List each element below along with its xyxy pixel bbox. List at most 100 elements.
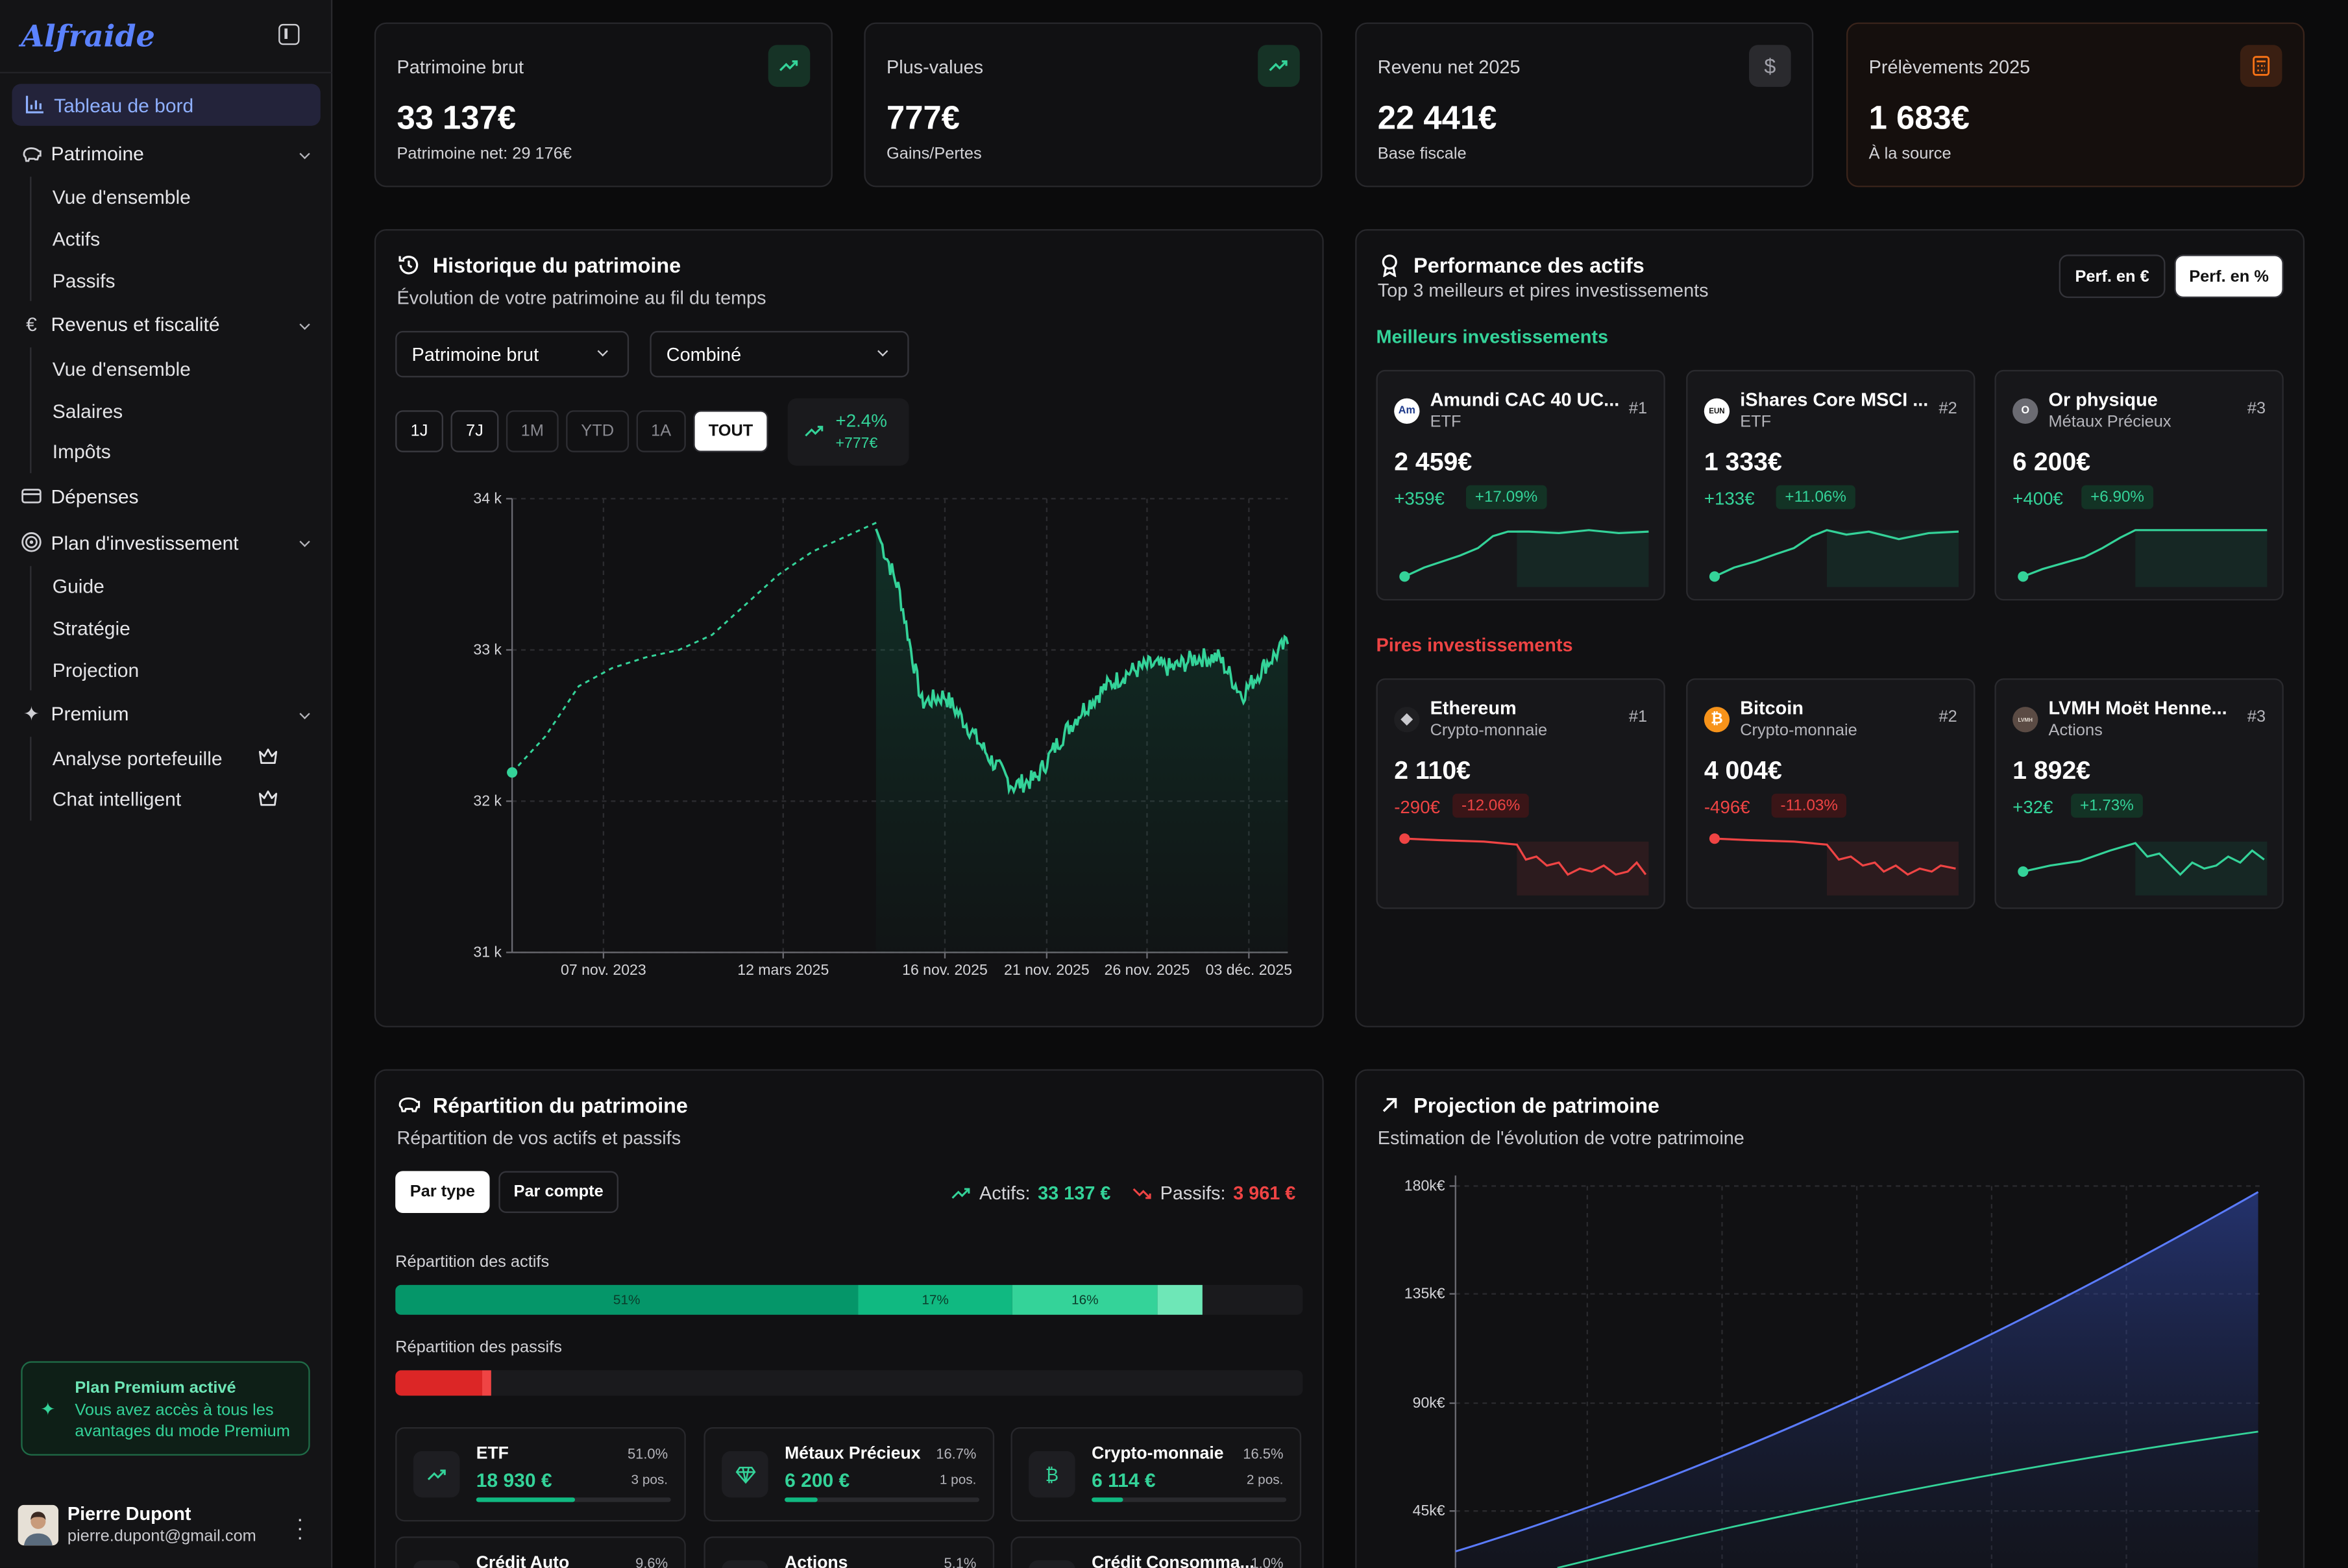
sidebar-item-depenses[interactable]: Dépenses <box>0 473 332 520</box>
sidebar-subitem-projection[interactable]: Projection <box>52 658 140 681</box>
sidebar-subitem-strategie[interactable]: Stratégie <box>52 617 130 640</box>
asset-card-ethereum[interactable]: ◆ Ethereum Crypto-monnaie #1 2 110€ -290… <box>1376 678 1665 909</box>
range-7j-button[interactable]: 7J <box>450 410 499 452</box>
mode-select[interactable]: Combiné <box>650 330 909 378</box>
kpi-value: 33 137€ <box>397 99 516 136</box>
asset-value: 1 333€ <box>1704 447 1782 476</box>
sidebar-subitem-actifs[interactable]: Actifs <box>52 228 101 251</box>
projection-chart[interactable]: 180k€ 135k€ 90k€ 45k€ <box>1378 1168 2276 1568</box>
assets-bar-segment[interactable]: 17% <box>858 1284 1012 1315</box>
kpi-sub: Base fiscale <box>1377 145 1467 164</box>
sidebar-subitem-vue-ensemble[interactable]: Vue d'ensemble <box>52 357 191 380</box>
sidebar-item-tableau-de-bord[interactable]: Tableau de bord <box>12 84 321 126</box>
allocation-card[interactable]: ETF 18 930 € 51.0% 3 pos. <box>395 1427 686 1522</box>
chart-icon: ■ <box>722 1560 768 1568</box>
chevron-down-icon[interactable] <box>299 708 310 719</box>
perf-pct-toggle[interactable]: Perf. en % <box>2174 254 2284 299</box>
user-profile[interactable]: Pierre Dupont pierre.dupont@gmail.com · ·… <box>18 1502 317 1552</box>
history-line-past <box>511 521 880 774</box>
range-tout-button[interactable]: TOUT <box>693 410 768 452</box>
kpi-value: 1 683€ <box>1868 99 1970 136</box>
assets-bar-segment[interactable] <box>1157 1284 1203 1315</box>
app-logo[interactable]: Alfraide <box>21 18 155 55</box>
sidebar-subitem-passifs[interactable]: Passifs <box>52 269 116 292</box>
asset-sparkline <box>2018 841 2268 896</box>
assets-bar-segment[interactable]: 51% <box>395 1284 859 1315</box>
kpi-label: Revenu net 2025 <box>1377 56 1521 78</box>
projection-y-tick: 180k€ <box>1404 1177 1445 1194</box>
history-x-tick: 21 nov. 2025 <box>1004 961 1090 978</box>
allocation-card[interactable]: ■ Actions 5.1% <box>703 1536 995 1568</box>
sidebar-toggle-icon[interactable] <box>278 23 300 45</box>
bar-chart-icon <box>24 94 45 115</box>
ethereum-logo-icon: ◆ <box>1394 707 1420 733</box>
range-ytd-button[interactable]: YTD <box>566 410 630 452</box>
asset-sparkline <box>1709 529 1959 587</box>
asset-card-ishares[interactable]: EUN iShares Core MSCI ... ETF #2 1 333€ … <box>1686 369 1975 601</box>
user-email: pierre.dupont@gmail.com <box>67 1527 256 1546</box>
chevron-down-icon[interactable] <box>299 537 310 548</box>
metric-select[interactable]: Patrimoine brut <box>395 330 630 378</box>
sidebar-item-revenus[interactable]: € Revenus et fiscalité <box>0 302 332 349</box>
asset-pct-badge: +11.06% <box>1776 485 1855 509</box>
sidebar-item-premium[interactable]: ✦ Premium <box>0 691 332 737</box>
projection-line-total <box>1455 1191 2259 1552</box>
chevron-down-icon[interactable] <box>299 319 310 330</box>
asset-card-amundi[interactable]: Am Amundi CAC 40 UC... ETF #1 2 459€ +35… <box>1376 369 1665 601</box>
sidebar-subitem-guide[interactable]: Guide <box>52 575 104 598</box>
sidebar-item-label: Plan d'investissement <box>51 531 239 554</box>
projection-subtitle: Estimation de l'évolution de votre patri… <box>1377 1127 1744 1149</box>
history-line-recent <box>875 528 1290 796</box>
allocation-card[interactable]: Métaux Précieux 6 200 € 16.7% 1 pos. <box>703 1427 995 1522</box>
calculator-icon <box>2240 45 2282 87</box>
more-vertical-icon[interactable]: · · · <box>296 1506 304 1549</box>
range-1m-button[interactable]: 1M <box>506 410 559 452</box>
asset-sparkline <box>1399 529 1649 587</box>
allocation-card[interactable]: ■ Crédit Auto 9.6% <box>395 1536 686 1568</box>
sidebar-item-label: Tableau de bord <box>54 93 194 116</box>
asset-pct-badge: +6.90% <box>2081 485 2153 509</box>
sparkles-icon: ✦ <box>40 1399 56 1420</box>
allocation-progress <box>785 1497 980 1502</box>
asset-delta: +359€ <box>1394 488 1445 509</box>
asset-card-bitcoin[interactable]: ₿ Bitcoin Crypto-monnaie #2 4 004€ -496€… <box>1686 678 1975 909</box>
liabilities-bar-segment[interactable] <box>395 1370 483 1396</box>
history-y-tick: 32 k <box>473 792 502 809</box>
crown-icon <box>258 790 278 806</box>
sidebar-subitem-vue-ensemble[interactable]: Vue d'ensemble <box>52 186 191 209</box>
asset-card-lvmh[interactable]: LVMH LVMH Moët Henne... Actions #3 1 892… <box>1994 678 2284 909</box>
trending-up-icon <box>805 426 824 437</box>
perf-eur-toggle[interactable]: Perf. en € <box>2059 254 2166 299</box>
allocation-card[interactable]: ■ Crédit Consomma...1.0% <box>1010 1536 1302 1568</box>
range-1a-button[interactable]: 1A <box>636 410 686 452</box>
allocation-progress-fill <box>785 1497 818 1502</box>
tab-par-type[interactable]: Par type <box>395 1171 490 1213</box>
sidebar-subitem-chat-intelligent[interactable]: Chat intelligent <box>31 779 332 820</box>
sidebar-subitem-analyse-portefeuille[interactable]: Analyse portefeuille <box>31 737 332 779</box>
sidebar-subitem-salaires[interactable]: Salaires <box>52 399 123 422</box>
sidebar-subitem-label: Analyse portefeuille <box>52 746 223 769</box>
chevron-down-icon[interactable] <box>299 147 310 159</box>
sidebar-subitem-impots[interactable]: Impôts <box>52 441 111 463</box>
assets-distribution-bar[interactable]: 51% 17% 16% <box>395 1284 1303 1315</box>
liabilities-distribution-bar[interactable] <box>395 1370 1303 1396</box>
asset-name: LVMH Moët Henne... <box>2048 698 2227 719</box>
tab-par-compte[interactable]: Par compte <box>498 1171 618 1213</box>
assets-bar-segment[interactable]: 16% <box>1012 1284 1158 1315</box>
premium-card-text: Vous avez accès à tous les avantages du … <box>75 1401 290 1441</box>
allocation-progress <box>1092 1497 1287 1502</box>
range-1j-button[interactable]: 1J <box>395 410 443 452</box>
asset-card-or[interactable]: O Or physique Métaux Précieux #3 6 200€ … <box>1994 369 2284 601</box>
sidebar-item-plan-investissement[interactable]: Plan d'investissement <box>0 519 332 566</box>
allocation-name: Crypto-monnaie <box>1092 1445 1224 1464</box>
history-chart[interactable]: 34 k 33 k 32 k 31 k 07 nov. 2023 12 mars 2025… <box>449 479 1317 988</box>
or-logo-icon: O <box>2012 398 2038 424</box>
user-name: Pierre Dupont <box>67 1503 191 1525</box>
sidebar-item-label: Premium <box>51 702 129 726</box>
liabilities-bar-segment[interactable] <box>482 1370 492 1396</box>
sidebar-item-patrimoine[interactable]: Patrimoine <box>0 130 332 177</box>
allocation-pct: 1.0% <box>1251 1556 1284 1568</box>
allocation-card[interactable]: ₿ Crypto-monnaie 6 114 € 16.5% 2 pos. <box>1010 1427 1302 1522</box>
sidebar: Alfraide Tableau de bord Patrimoine Vue … <box>0 0 333 1568</box>
trending-up-icon <box>413 1451 460 1498</box>
